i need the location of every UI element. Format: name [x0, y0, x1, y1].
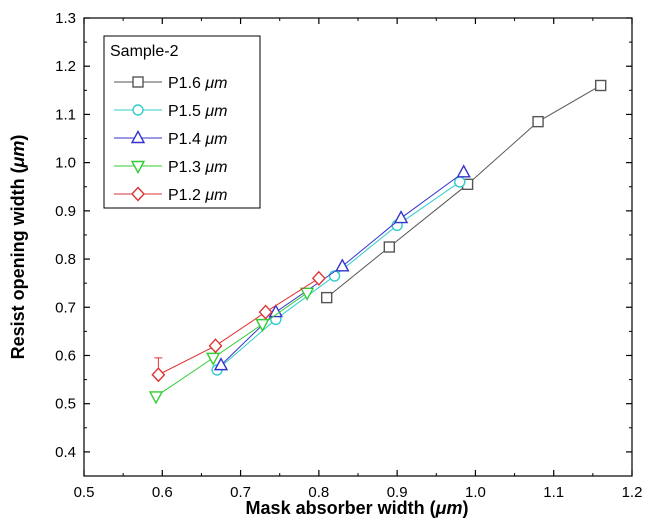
- data-point: [393, 210, 409, 224]
- x-tick-label: 1.2: [622, 484, 643, 501]
- data-point: [383, 241, 396, 253]
- y-tick-label: 0.8: [55, 251, 76, 268]
- x-axis: 0.5 0.6 0.7 0.8 0.9 1.0 1.1 1.2: [74, 18, 643, 501]
- y-axis-title: Resist opening width (μm): [8, 135, 28, 360]
- legend-entry: P1.3 μm: [114, 159, 227, 176]
- series-4: [151, 270, 326, 383]
- data-point: [299, 287, 315, 301]
- y-tick-label: 1.2: [55, 58, 76, 75]
- data-point: [151, 367, 166, 383]
- series-line: [326, 85, 601, 299]
- y-tick-label: 0.7: [55, 299, 76, 316]
- data-point: [258, 304, 273, 320]
- y-tick-label: 0.6: [55, 347, 76, 364]
- y-axis: 0.4 0.5 0.6 0.7 0.8 0.9 1.0 1.1 1.2 1.3: [55, 10, 632, 461]
- legend-marker: [132, 104, 144, 116]
- data-point: [320, 291, 333, 304]
- data-point: [335, 258, 350, 272]
- data-point: [148, 391, 164, 405]
- data-point: [456, 164, 471, 178]
- x-tick-label: 0.7: [230, 484, 251, 501]
- series-0: [320, 79, 607, 304]
- data-point: [328, 270, 341, 282]
- legend-entry: P1.2 μm: [114, 186, 227, 204]
- y-tick-label: 1.0: [55, 155, 76, 172]
- legend-title: Sample-2: [110, 43, 179, 60]
- data-point: [205, 352, 221, 366]
- x-tick-label: 0.9: [387, 484, 408, 501]
- legend-label: P1.2 μm: [168, 187, 227, 204]
- y-tick-label: 1.1: [55, 106, 76, 123]
- legend-marker: [130, 160, 146, 174]
- data-point: [213, 357, 229, 371]
- data-point: [208, 338, 223, 354]
- x-tick-label: 1.0: [465, 484, 486, 501]
- legend-entry: P1.5 μm: [114, 103, 227, 120]
- legend-label: P1.3 μm: [168, 159, 227, 176]
- x-tick-label: 0.8: [308, 484, 329, 501]
- series-3: [148, 287, 315, 405]
- legend-label: P1.5 μm: [168, 103, 227, 120]
- x-tick-label: 0.6: [152, 484, 173, 501]
- y-tick-label: 0.4: [55, 444, 76, 461]
- data-point: [532, 115, 544, 128]
- legend-marker: [131, 186, 145, 202]
- y-tick-label: 0.5: [55, 396, 76, 413]
- x-tick-label: 1.1: [543, 484, 564, 501]
- series-line: [155, 292, 308, 397]
- legend: Sample-2 P1.6 μm P1.5 μm P1.4 μm P1.3 μm P1.2…: [103, 35, 261, 209]
- data-point: [311, 270, 326, 286]
- y-tick-label: 1.3: [55, 10, 76, 27]
- data-point: [268, 304, 283, 318]
- legend-entry: P1.6 μm: [114, 75, 227, 92]
- data-point: [594, 79, 607, 92]
- legend-label: P1.4 μm: [168, 131, 227, 148]
- series-2: [213, 164, 471, 371]
- legend-entry: P1.4 μm: [114, 130, 227, 148]
- series-line: [158, 277, 320, 376]
- data-point: [454, 176, 466, 188]
- legend-label: P1.6 μm: [168, 75, 227, 92]
- x-tick-label: 0.5: [74, 484, 95, 501]
- y-tick-label: 0.9: [55, 203, 76, 220]
- x-axis-title: Mask absorber width (μm): [246, 498, 469, 518]
- legend-marker: [130, 130, 146, 144]
- data-point: [255, 318, 270, 333]
- plot-area: [148, 79, 607, 405]
- axes: 0.5 0.6 0.7 0.8 0.9 1.0 1.1 1.20.40.50.60.70.80…: [55, 10, 642, 501]
- legend-marker: [132, 76, 144, 88]
- legend-box: [103, 35, 261, 209]
